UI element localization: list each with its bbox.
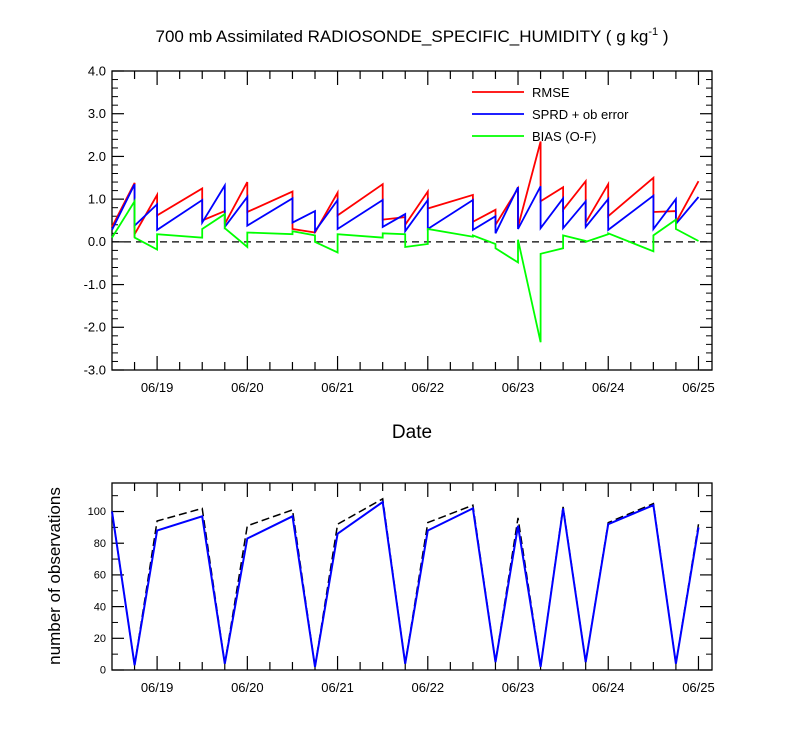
top-y-tick-label: 3.0 xyxy=(88,106,106,121)
bottom-x-tick-label: 06/22 xyxy=(412,680,445,695)
top-x-tick-label: 06/25 xyxy=(682,380,715,395)
bottom-y-tick-label: 20 xyxy=(94,633,106,645)
top-x-tick-label: 06/20 xyxy=(231,380,264,395)
bottom-y-ticks xyxy=(112,495,712,671)
chart-title: 700 mb Assimilated RADIOSONDE_SPECIFIC_H… xyxy=(156,26,669,46)
bottom-x-ticks xyxy=(133,483,700,670)
bottom-x-tick-label: 06/20 xyxy=(231,680,264,695)
top-y-tick-label: -1.0 xyxy=(84,277,106,292)
bottom-y-tick-label: 40 xyxy=(94,601,106,613)
top-series-sprd-ob-error xyxy=(111,182,700,234)
top-x-tick-label: 06/24 xyxy=(592,380,625,395)
top-legend-label: BIAS (O-F) xyxy=(532,129,596,144)
bottom-plot-frame xyxy=(111,482,713,671)
bottom-x-tick-label: 06/25 xyxy=(682,680,715,695)
top-legend-label: RMSE xyxy=(532,85,570,100)
chart-title-main: 700 mb Assimilated RADIOSONDE_SPECIFIC_H… xyxy=(156,27,649,46)
bottom-x-tick-label: 06/24 xyxy=(592,680,625,695)
chart-title-suffix: ) xyxy=(658,27,668,46)
top-legend-label: SPRD + ob error xyxy=(532,107,629,122)
bottom-y-tick-label: 60 xyxy=(94,570,106,582)
top-y-tick-label: 1.0 xyxy=(88,191,106,206)
top-y-tick-label: 0.0 xyxy=(88,234,106,249)
top-legend: RMSE SPRD + ob error BIAS (O-F) xyxy=(472,85,629,144)
top-panel: 06/19 06/20 06/21 06/22 06/23 06/24 06/25 -3.0 -… xyxy=(84,63,715,395)
bottom-y-tick-label: 80 xyxy=(94,538,106,550)
bottom-y-tick-label: 0 xyxy=(100,665,106,677)
top-x-tick-label: 06/21 xyxy=(321,380,354,395)
bottom-x-tick-label: 06/21 xyxy=(321,680,354,695)
bottom-y-tick-label: 100 xyxy=(88,506,106,518)
top-y-tick-label: 2.0 xyxy=(88,149,106,164)
bottom-panel: 06/19 06/20 06/21 06/22 06/23 06/24 06/25 0 20 40… xyxy=(88,482,715,695)
bottom-series-assimilated xyxy=(111,500,700,667)
top-y-ticks xyxy=(112,70,712,371)
top-x-tick-label: 06/19 xyxy=(141,380,174,395)
bottom-x-tick-label: 06/19 xyxy=(141,680,174,695)
top-x-tick-label: 06/22 xyxy=(412,380,445,395)
top-series-bias-o-f xyxy=(111,198,699,343)
bottom-x-tick-label: 06/23 xyxy=(502,680,535,695)
top-plot-frame xyxy=(111,70,713,371)
top-series-rmse xyxy=(111,141,700,238)
top-x-tick-label: 06/23 xyxy=(502,380,535,395)
x-axis-title: Date xyxy=(392,422,432,443)
top-x-ticks xyxy=(133,71,700,370)
top-y-tick-label: -3.0 xyxy=(84,362,106,377)
chart-title-superscript: -1 xyxy=(648,26,658,38)
top-y-tick-label: 4.0 xyxy=(88,63,106,78)
y-axis-title-bottom: number of observations xyxy=(45,487,64,665)
top-y-tick-label: -2.0 xyxy=(84,320,106,335)
